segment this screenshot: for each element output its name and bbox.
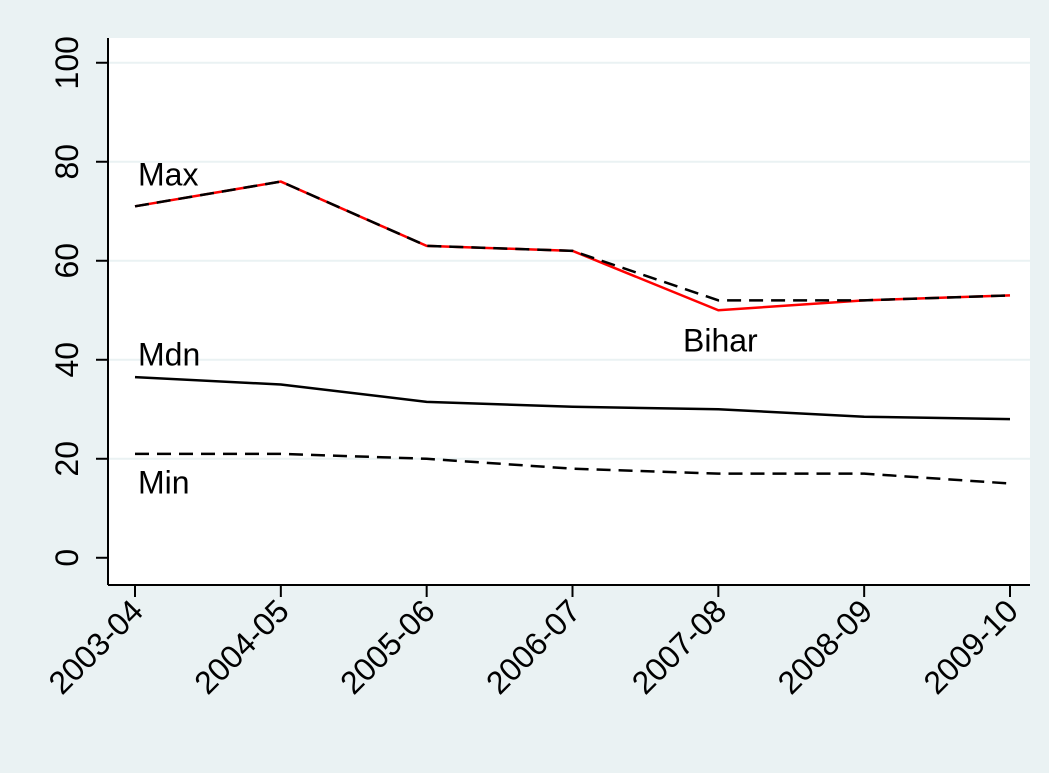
- x-tick-label: 2007-08: [625, 592, 733, 700]
- x-tick-label: 2006-07: [479, 592, 587, 700]
- series-label: Mdn: [138, 336, 200, 372]
- y-tick-label: 100: [49, 36, 85, 89]
- series-line: [134, 180, 1011, 302]
- y-tick-label: 20: [49, 441, 85, 477]
- x-tick-label: 2008-09: [771, 592, 879, 700]
- plot-area: [108, 38, 1030, 585]
- series-line: [135, 452, 1011, 485]
- y-tick-label: 0: [49, 549, 85, 567]
- x-tick-label: 2009-10: [916, 592, 1024, 700]
- x-tick-label: 2005-06: [333, 592, 441, 700]
- y-tick-label: 80: [49, 144, 85, 180]
- series-label: Min: [138, 464, 190, 500]
- series-label: Max: [138, 156, 198, 192]
- series-line: [134, 375, 1011, 421]
- x-tick-label: 2003-04: [41, 592, 149, 700]
- y-tick-label: 40: [49, 342, 85, 378]
- series-label: Bihar: [683, 322, 758, 358]
- y-tick-label: 60: [49, 243, 85, 279]
- x-tick-label: 2004-05: [187, 592, 295, 700]
